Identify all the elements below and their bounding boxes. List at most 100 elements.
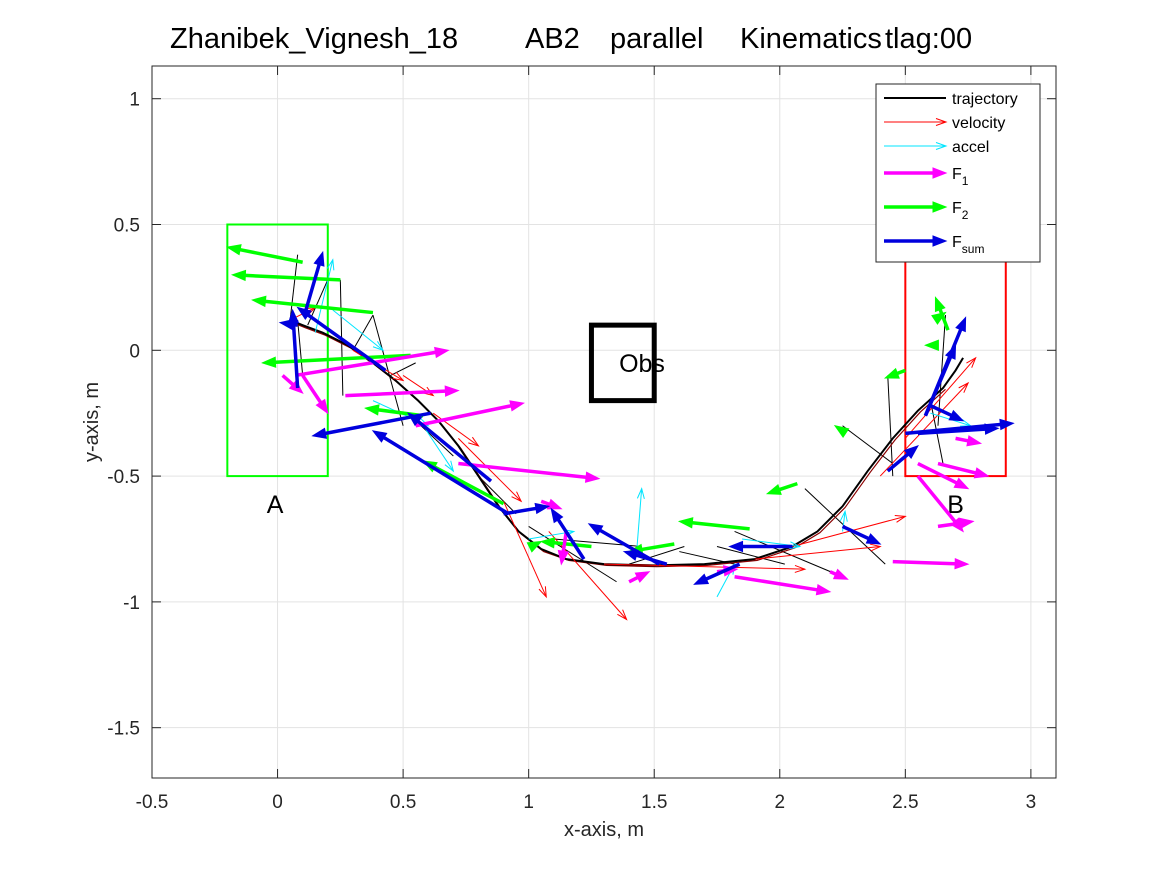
trajectory-connector: [478, 475, 517, 515]
vector-accel: [422, 425, 455, 473]
vector-accel: [636, 487, 645, 552]
vector-velocity: [503, 501, 547, 599]
chart-title-pattern: AB2: [525, 23, 580, 55]
x-axis-label: x-axis, m: [564, 819, 644, 841]
x-tick-label: 0: [272, 792, 283, 813]
vector-fsum: [728, 540, 793, 553]
vector-f1: [458, 461, 601, 483]
vector-f1: [955, 435, 983, 447]
vector-f1: [628, 571, 651, 584]
trajectory-connector: [628, 546, 685, 565]
vector-f1: [294, 346, 450, 378]
vector-fsum: [503, 502, 551, 516]
vector-velocity: [603, 563, 807, 573]
legend-entry-velocity: velocity: [884, 115, 1005, 132]
trajectory-connector: [352, 314, 374, 351]
region-label-b: B: [947, 491, 964, 519]
vector-f1: [892, 557, 970, 570]
vector-fsum: [693, 562, 741, 585]
y-tick-label: 0: [129, 341, 140, 362]
chart-title-mode: parallel: [610, 23, 704, 55]
region-box-a: [226, 223, 329, 478]
legend-entry-fsum: Fsum: [884, 234, 984, 256]
y-axis-label: y-axis, m: [81, 382, 103, 462]
vector-f1: [917, 461, 970, 490]
trajectory-connector: [734, 530, 843, 578]
vector-f2: [230, 269, 341, 282]
vector-fsum: [917, 423, 1000, 436]
vector-f1: [937, 461, 990, 479]
y-tick-label: -1: [123, 593, 140, 614]
legend-label: trajectory: [952, 91, 1018, 108]
trajectory-connector: [390, 362, 416, 376]
tick-marks: -0.5 0 0.5 1 1.5 2 2.5 3 -1.5 -1 -0.5 0 0.5 1: [107, 66, 1056, 813]
vector-fsum: [841, 524, 882, 545]
y-tick-label: 0.5: [114, 216, 140, 237]
vector-fsum: [296, 306, 387, 372]
vector-f1: [734, 574, 832, 596]
y-tick-label: -0.5: [107, 467, 140, 488]
vector-fsum: [550, 507, 586, 561]
vector-fsum: [929, 404, 965, 422]
y-tick-label: -1.5: [107, 719, 140, 740]
x-tick-label: 3: [1026, 792, 1037, 813]
x-tick-label: 1: [523, 792, 534, 813]
legend-swatch-f1: [884, 167, 948, 179]
legend-label: velocity: [952, 115, 1005, 132]
legend-entry-trajectory: trajectory: [884, 91, 1018, 108]
trajectory-connector: [937, 315, 947, 426]
legend-entry-accel: accel: [884, 139, 989, 156]
x-tick-label: 0.5: [390, 792, 416, 813]
vector-velocity: [879, 381, 970, 477]
chart-title-name: Zhanibek_Vignesh_18: [170, 23, 458, 55]
x-tick-label: 1.5: [641, 792, 667, 813]
vector-f2: [261, 353, 411, 368]
vector-velocity: [754, 543, 882, 560]
region-label-obs: Obs: [619, 350, 665, 378]
vector-f1: [301, 374, 329, 415]
y-tick-label: 1: [129, 90, 140, 111]
trajectory-connector: [289, 254, 299, 321]
vector-fsum: [886, 445, 919, 473]
legend-swatch-velocity: [884, 118, 948, 126]
vector-fsum: [278, 318, 298, 331]
vector-f2: [526, 540, 543, 553]
vector-f1: [540, 498, 563, 510]
vector-velocity: [458, 438, 523, 503]
plot-content: A B Obs: [225, 223, 1015, 621]
vector-f2: [251, 295, 374, 315]
vector-velocity: [432, 412, 480, 447]
region-label-a: A: [267, 491, 284, 519]
legend-swatch-f2: [884, 201, 948, 213]
trajectory-connector: [887, 375, 894, 477]
vector-fsum: [923, 343, 957, 417]
vector-fsum: [407, 412, 493, 483]
vector-f1: [937, 517, 975, 529]
vector-f2: [883, 367, 906, 379]
vector-fsum: [371, 430, 510, 516]
region-box-obs: [588, 322, 657, 404]
axes-box: [151, 65, 1057, 779]
vector-f2: [225, 244, 304, 264]
vector-fsum: [622, 549, 668, 566]
vector-f2: [765, 481, 798, 495]
trajectory-connector: [842, 425, 894, 464]
legend-swatch-fsum: [884, 235, 948, 247]
trajectory-connector: [372, 314, 404, 426]
trajectory-connector: [528, 525, 617, 583]
x-tick-label: 2: [774, 792, 785, 813]
legend-label: accel: [952, 139, 989, 156]
x-tick-label: -0.5: [136, 792, 169, 813]
vector-accel: [332, 309, 385, 352]
vector-fsum: [303, 250, 325, 314]
vector-f1: [829, 568, 849, 580]
x-tick-label: 2.5: [892, 792, 918, 813]
vector-f2: [924, 339, 939, 351]
trajectory-connector: [297, 320, 304, 376]
vector-f1: [415, 400, 526, 428]
vector-velocity: [548, 531, 628, 621]
vector-f2: [931, 311, 947, 325]
vector-f2: [677, 517, 750, 531]
